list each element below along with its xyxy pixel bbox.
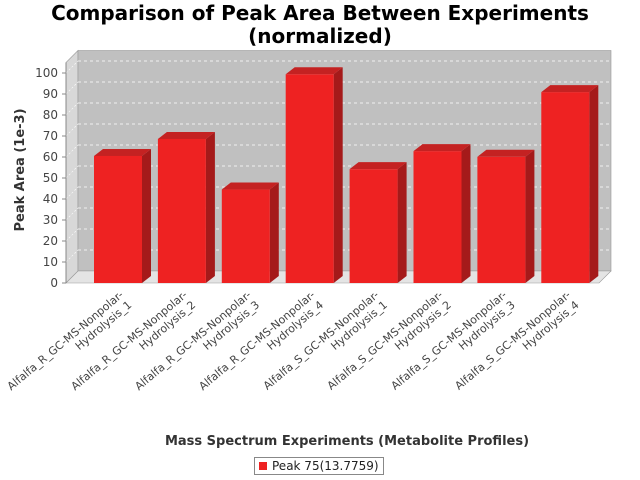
gridline-side: [65, 60, 79, 74]
bar-front: [221, 189, 270, 283]
y-tick-label: 40: [43, 192, 58, 206]
bar-side: [205, 131, 215, 283]
y-tick-label: 80: [43, 108, 58, 122]
bar-front: [541, 92, 590, 283]
bar-side: [333, 67, 343, 283]
bar-front: [285, 74, 334, 283]
bar-top: [477, 149, 535, 157]
y-tick-label: 20: [43, 234, 58, 248]
bar: [413, 144, 471, 283]
gridline-side: [65, 207, 79, 221]
y-tick-label: 100: [35, 66, 58, 80]
bar-front: [413, 151, 462, 283]
bar-side: [397, 162, 407, 283]
bar-side: [589, 85, 599, 283]
x-axis-title: Mass Spectrum Experiments (Metabolite Pr…: [165, 434, 529, 449]
bar-side: [461, 144, 471, 283]
gridline-side: [65, 186, 79, 200]
bars: [94, 67, 599, 283]
bar-top: [349, 162, 407, 170]
bar-side: [142, 148, 151, 283]
bar: [541, 85, 599, 283]
y-tick-label: 10: [43, 255, 58, 269]
bar-top: [221, 182, 279, 190]
chart-title-line-1: Comparison of Peak Area Between Experime…: [51, 1, 589, 25]
x-axis-labels: Alfalfa_R_GC-MS-Nonpolar-Hydrolysis_1Alf…: [5, 288, 582, 393]
bar-top: [413, 144, 471, 152]
plot-side-wall: [65, 49, 79, 284]
legend: Peak 75(13.7759): [254, 457, 384, 475]
bar: [285, 67, 343, 283]
bar: [94, 148, 151, 283]
chart-title: Comparison of Peak Area Between Experime…: [0, 2, 640, 48]
gridline-side: [65, 144, 79, 158]
gridline-side: [65, 123, 79, 137]
bar: [221, 182, 279, 283]
y-axis: 0 10 20 30 40 50 60 70 80 90 100: [35, 62, 67, 290]
bar: [477, 149, 535, 283]
x-category-label-line: Alfalfa_R_GC-MS-Nonpolar-: [5, 288, 126, 393]
legend-label: Peak 75(13.7759): [272, 459, 379, 473]
y-tick-label: 70: [43, 129, 58, 143]
bar-side: [525, 149, 535, 283]
legend-swatch: [259, 462, 267, 470]
bar-top: [157, 131, 215, 139]
bar-top: [541, 85, 599, 93]
bar-front: [94, 155, 142, 283]
bar-top: [285, 67, 343, 75]
y-tick-label: 90: [43, 87, 58, 101]
bar-side: [269, 182, 279, 283]
y-axis-title: Peak Area (1e-3): [13, 108, 28, 231]
y-tick-label: 60: [43, 150, 58, 164]
gridline-side: [65, 165, 79, 179]
gridline-side: [65, 102, 79, 116]
chart-title-line-2: (normalized): [248, 24, 392, 48]
bar-front: [349, 169, 398, 283]
bar: [157, 131, 215, 283]
y-tick-label: 0: [50, 276, 58, 290]
bar: [349, 162, 407, 283]
bar-front: [157, 138, 206, 283]
y-tick-label: 50: [43, 171, 58, 185]
gridline-side: [65, 81, 79, 95]
bar-front: [477, 156, 526, 283]
gridline-side: [65, 249, 79, 263]
y-tick-label: 30: [43, 213, 58, 227]
gridline-side: [65, 228, 79, 242]
bar-top: [94, 148, 151, 156]
